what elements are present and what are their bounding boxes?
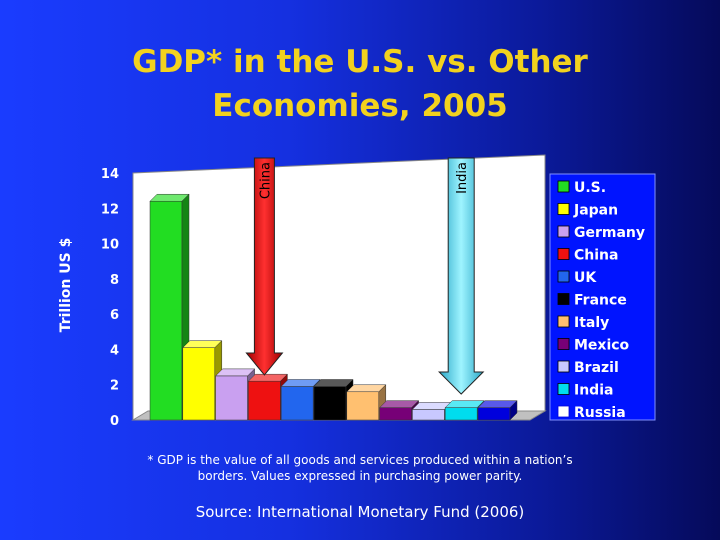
- legend-label-u-s: U.S.: [574, 180, 606, 196]
- bar-china: [247, 373, 289, 421]
- legend-item-italy: Italy: [557, 315, 609, 331]
- legend-swatch-india: [557, 383, 570, 395]
- legend-label-india: India: [574, 383, 613, 399]
- legend-item-japan: Japan: [557, 203, 618, 219]
- legend-label-brazil: Brazil: [574, 360, 619, 376]
- y-tick-label: 6: [110, 308, 119, 323]
- chart-title-line-1: GDP* in the U.S. vs. Other: [132, 44, 588, 80]
- legend-swatch-france: [557, 293, 570, 305]
- bars: [149, 193, 518, 421]
- chart-title-line-2: Economies, 2005: [212, 88, 508, 124]
- legend-swatch-germany: [557, 225, 570, 238]
- legend-label-japan: Japan: [573, 203, 618, 219]
- footnote-line-2: borders. Values expressed in purchasing …: [197, 469, 523, 483]
- annotation-china: China: [245, 157, 284, 376]
- y-axis-ticks: 0 2 4 6 8 10 12 14: [101, 167, 119, 429]
- chart-title: GDP* in the U.S. vs. Other Economies, 20…: [0, 40, 720, 128]
- legend-item-brazil: Brazil: [557, 360, 619, 376]
- legend-item-u-s: U.S.: [557, 180, 606, 196]
- legend-label-mexico: Mexico: [574, 338, 630, 354]
- legend-item-uk: UK: [557, 270, 597, 286]
- y-tick-label: 0: [110, 414, 119, 429]
- y-tick-label: 2: [110, 379, 119, 394]
- legend-label-france: France: [574, 293, 627, 309]
- legend-item-china: China: [557, 248, 618, 264]
- y-tick-label: 12: [101, 202, 119, 217]
- footnote-line-1: * GDP is the value of all goods and serv…: [147, 453, 573, 467]
- annotations: China India: [245, 157, 485, 395]
- legend-label-russia: Russia: [574, 405, 626, 421]
- legend-item-germany: Germany: [557, 225, 645, 241]
- legend-item-russia: Russia: [557, 405, 626, 421]
- y-tick-label: 8: [110, 273, 119, 288]
- y-tick-label: 10: [101, 238, 119, 253]
- legend-swatch-japan: [557, 203, 570, 215]
- legend-swatch-mexico: [557, 338, 570, 350]
- legend-item-france: France: [557, 293, 627, 309]
- annotation-label-india: India: [455, 162, 470, 194]
- legend-label-germany: Germany: [574, 225, 645, 241]
- legend-label-uk: UK: [574, 270, 597, 286]
- legend-label-italy: Italy: [574, 315, 609, 331]
- gdp-bar-chart: 0 2 4 6 8 10 12 14 Trillion US $ China India U.S…: [58, 154, 656, 429]
- legend-swatch-china: [557, 248, 570, 260]
- bar-italy: [346, 384, 387, 421]
- y-axis-label: Trillion US $: [58, 238, 74, 333]
- legend-swatch-u-s: [557, 180, 570, 193]
- legend-label-china: China: [574, 248, 618, 264]
- legend: U.S. Japan Germany China UK France Italy Mexico…: [549, 173, 656, 421]
- footnote: * GDP is the value of all goods and serv…: [100, 452, 620, 484]
- y-tick-label: 14: [101, 167, 119, 182]
- y-tick-label: 4: [110, 343, 119, 358]
- legend-item-india: India: [557, 383, 613, 399]
- source-note: Source: International Monetary Fund (200…: [195, 503, 525, 521]
- legend-swatch-russia: [557, 405, 570, 418]
- legend-item-mexico: Mexico: [557, 338, 630, 354]
- annotation-india: India: [437, 157, 485, 395]
- bar-russia: [477, 400, 518, 421]
- legend-swatch-italy: [557, 315, 570, 328]
- legend-swatch-uk: [557, 270, 570, 283]
- bar-france: [313, 378, 354, 421]
- legend-swatch-brazil: [557, 360, 570, 373]
- annotation-label-china: China: [258, 162, 273, 199]
